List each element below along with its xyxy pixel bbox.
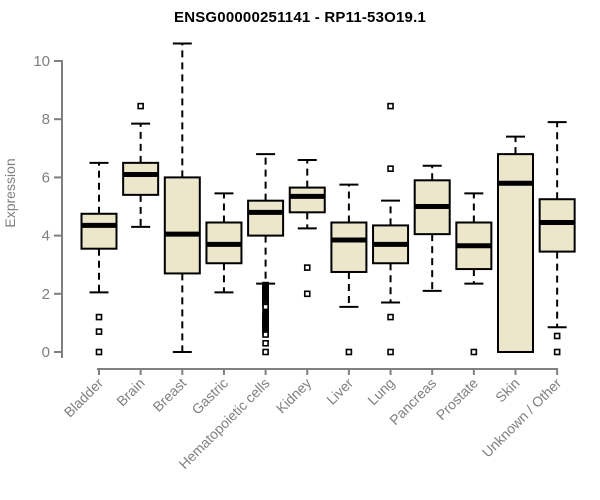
x-tick-label-kidney: Kidney <box>273 375 315 417</box>
outlier-point <box>553 348 561 356</box>
outlier-point <box>303 264 311 271</box>
outlier-point <box>262 303 269 311</box>
outlier-point <box>345 348 353 356</box>
x-tick-label-liver: Liver <box>323 375 356 408</box>
outlier-point <box>137 102 144 110</box>
box-skin <box>497 135 534 353</box>
outlier-point <box>303 290 311 298</box>
box-lung <box>372 102 410 356</box>
iqr-box <box>288 186 326 214</box>
outlier-point <box>470 348 478 356</box>
outlier-point <box>95 313 103 321</box>
box-bladder <box>80 161 118 356</box>
y-tick-label-2: 2 <box>42 286 50 303</box>
y-tick-label-4: 4 <box>42 228 50 245</box>
box-breast <box>163 42 201 353</box>
outlier-point <box>387 102 394 110</box>
y-tick-label-6: 6 <box>42 169 50 186</box>
iqr-box <box>163 176 201 275</box>
box-prostate <box>455 192 493 356</box>
y-tick-label-0: 0 <box>42 344 50 361</box>
outlier-point <box>553 332 561 340</box>
box-pancreas <box>413 164 451 292</box>
box-liver <box>330 183 368 356</box>
x-tick-label-lung: Lung <box>364 375 397 408</box>
outlier-point <box>95 328 103 335</box>
outlier-point <box>262 348 269 356</box>
outlier-point <box>262 331 269 338</box>
y-tick-label-8: 8 <box>42 111 50 128</box>
x-tick-label-bladder: Bladder <box>61 375 107 421</box>
box-unknown-other <box>538 121 576 356</box>
iqr-box <box>497 153 534 353</box>
box-kidney <box>288 158 326 298</box>
outlier-point <box>387 313 394 321</box>
x-tick-label-unknown-other: Unknown / Other <box>479 375 565 461</box>
x-tick-label-brain: Brain <box>113 375 147 409</box>
iqr-box <box>330 221 368 273</box>
outlier-point <box>387 165 394 172</box>
iqr-box <box>80 212 118 250</box>
box-gastric <box>205 192 243 294</box>
chart-title: ENSG00000251141 - RP11-53O19.1 <box>173 9 426 26</box>
outlier-point <box>387 348 394 356</box>
outlier-point <box>95 348 103 356</box>
x-tick-label-skin: Skin <box>492 375 523 406</box>
x-tick-label-prostate: Prostate <box>433 375 481 423</box>
y-axis-title: Expression <box>2 158 18 227</box>
iqr-box <box>122 161 160 196</box>
box-hematopoietic-cells <box>247 153 285 356</box>
iqr-box <box>538 198 576 253</box>
iqr-box <box>247 199 285 237</box>
outlier-point <box>262 339 269 347</box>
y-tick-label-10: 10 <box>33 53 50 70</box>
x-tick-label-breast: Breast <box>149 375 189 415</box>
box-brain <box>122 102 160 228</box>
